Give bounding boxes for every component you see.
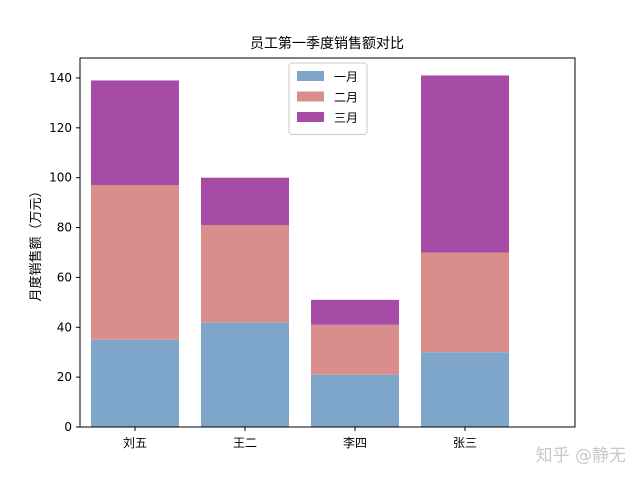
x-axis: 刘五 王二 李四 张三 [123, 427, 477, 450]
y-tick-label: 0 [64, 420, 72, 434]
bar-3-series-3 [311, 299, 399, 325]
y-tick-label: 120 [49, 121, 72, 135]
bar-1-series-1 [91, 339, 179, 427]
plot-frame [79, 57, 576, 428]
y-tick-label: 60 [57, 270, 72, 284]
bar-2-series-3 [201, 177, 289, 226]
bar-2-series-1 [201, 322, 289, 427]
x-tick-label: 王二 [233, 436, 257, 450]
bar-4-series-1 [421, 352, 509, 427]
bar-1-series-2 [91, 185, 179, 340]
x-tick-label: 张三 [453, 436, 477, 450]
bar-2-series-2 [201, 225, 289, 323]
y-tick-label: 20 [57, 370, 72, 384]
bar-3-series-2 [311, 324, 399, 375]
legend-swatch [297, 71, 324, 81]
chart-title: 员工第一季度销售额对比 [250, 35, 404, 52]
y-tick-label: 40 [57, 320, 72, 334]
y-tick-label: 140 [49, 71, 72, 85]
y-axis-label: 月度销售额（万元） [28, 184, 44, 301]
y-tick-label: 100 [49, 171, 72, 185]
legend-label: 一月 [334, 70, 358, 84]
y-axis: 0 20 40 60 80 100 120 140 [49, 71, 80, 434]
bars-group [91, 75, 509, 427]
legend-label: 二月 [334, 91, 358, 105]
bar-4-series-3 [421, 75, 509, 253]
legend-label: 三月 [334, 111, 358, 125]
legend-swatch [297, 112, 324, 122]
x-tick-label: 李四 [343, 435, 367, 450]
bar-3-series-1 [311, 374, 399, 427]
y-tick-label: 80 [57, 221, 72, 235]
legend-swatch [297, 91, 324, 102]
watermark: 知乎 @静无 [535, 446, 626, 466]
x-tick-label: 刘五 [123, 436, 147, 450]
bar-1-series-3 [91, 80, 179, 186]
bar-4-series-2 [421, 252, 509, 353]
